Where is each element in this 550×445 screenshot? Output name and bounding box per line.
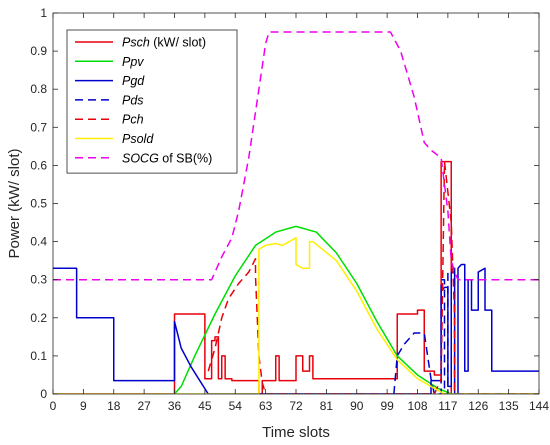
x-tick-label: 144 bbox=[529, 399, 549, 413]
y-tick-label: 0.1 bbox=[30, 349, 47, 363]
y-tick-label: 1 bbox=[40, 6, 47, 20]
legend-label-pch: Pch bbox=[122, 113, 144, 127]
y-tick-label: 0.5 bbox=[30, 197, 47, 211]
x-tick-label: 108 bbox=[407, 399, 427, 413]
series-line-ppv bbox=[173, 225, 452, 394]
series-line-psold bbox=[53, 237, 539, 394]
y-tick-label: 0.3 bbox=[30, 273, 47, 287]
axes-layer: 0 9 18 27 36 45 54 63 72 81 90 99 108 117 126 135 144 0 0.… bbox=[30, 6, 549, 413]
x-tick-label: 135 bbox=[499, 399, 519, 413]
series-line-psch bbox=[53, 160, 539, 394]
y-tick-label: 0 bbox=[40, 387, 47, 401]
x-tick-label: 9 bbox=[80, 399, 87, 413]
x-tick-label: 36 bbox=[168, 399, 182, 413]
x-tick-label: 117 bbox=[438, 399, 457, 413]
y-tick-label: 0.9 bbox=[30, 44, 47, 58]
legend-label-psold: Psold bbox=[122, 132, 154, 146]
y-tick-label: 0.4 bbox=[30, 235, 47, 249]
legend-label-psch: Psch (kW/ slot) bbox=[122, 36, 206, 50]
x-tick-label: 54 bbox=[229, 399, 243, 413]
y-tick-label: 0.2 bbox=[30, 311, 47, 325]
legend: Psch (kW/ slot) Ppv Pgd Pds Pch Psold SOCG of … bbox=[66, 29, 238, 174]
x-tick-label: 18 bbox=[107, 399, 121, 413]
y-tick-label: 0.6 bbox=[30, 158, 47, 172]
y-tick-label: 0.7 bbox=[30, 120, 47, 134]
x-tick-label: 0 bbox=[50, 399, 57, 413]
x-tick-label: 45 bbox=[198, 399, 212, 413]
x-tick-label: 81 bbox=[320, 399, 334, 413]
legend-label-ppv: Ppv bbox=[122, 55, 144, 69]
y-axis-label: Power (kW/ slot) bbox=[6, 148, 23, 258]
series-line-pch bbox=[207, 160, 456, 394]
series-line-pgd bbox=[53, 263, 539, 394]
x-tick-label: 90 bbox=[350, 399, 364, 413]
x-tick-label: 27 bbox=[137, 399, 151, 413]
x-axis-label: Time slots bbox=[262, 424, 330, 441]
legend-box bbox=[66, 29, 238, 174]
legend-label-pgd: Pgd bbox=[122, 74, 145, 88]
legend-label-socg: SOCG of SB(%) bbox=[122, 151, 212, 165]
x-tick-label: 63 bbox=[259, 399, 273, 413]
y-tick-label: 0.8 bbox=[30, 82, 47, 96]
series-line-socg bbox=[53, 31, 539, 281]
series-layer bbox=[53, 31, 539, 394]
x-tick-label: 126 bbox=[468, 399, 488, 413]
x-tick-label: 72 bbox=[289, 399, 303, 413]
x-tick-label: 99 bbox=[380, 399, 394, 413]
legend-label-pds: Pds bbox=[122, 93, 144, 107]
